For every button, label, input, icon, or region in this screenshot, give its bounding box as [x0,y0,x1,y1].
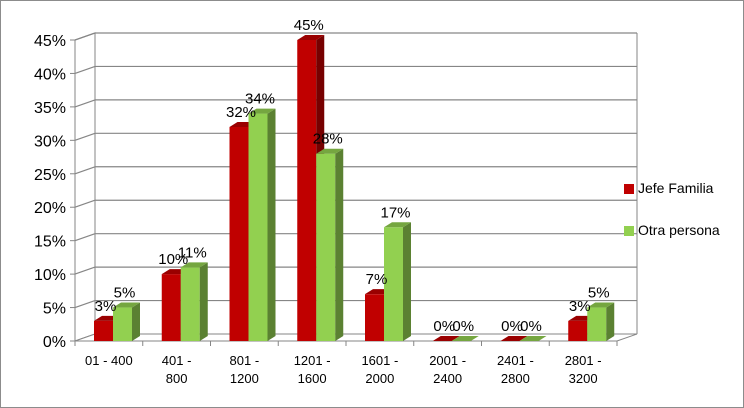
bar-front [248,113,268,341]
side-wall [74,32,96,342]
bar-top [519,336,547,341]
bar-top [500,336,528,341]
bars [94,35,615,341]
chart-walls [74,32,638,342]
bar-top [316,148,344,154]
legend-swatch [624,184,634,194]
bar [587,302,615,341]
legend-label: Otra persona [638,222,720,238]
bar-top [451,336,479,341]
y-tick-label: 10% [34,267,66,284]
bar-top [297,35,325,40]
data-label: 10% [158,251,188,268]
data-label: 3% [95,298,117,315]
legend-swatch [624,226,634,236]
x-tick-label: 2801 -3200 [565,353,602,386]
bar [384,222,411,341]
data-label: 34% [245,91,275,108]
y-tick-label: 25% [34,167,66,184]
data-label: 5% [588,285,610,302]
gridline-side [74,233,96,242]
x-tick-label: 1201 -1600 [294,353,331,386]
bar [451,336,479,341]
floor [74,333,638,342]
gridline-side [74,99,96,108]
x-tick-label: 01 - 400 [85,353,133,368]
bar-front [161,274,181,341]
gridline-side [74,166,96,175]
data-labels: 3%5%10%11%32%34%45%28%7%17%0%0% 0%0%3%5% [95,17,610,335]
bar-front [587,307,607,341]
bar-front [94,320,113,341]
x-tick-label: 401 -800 [162,353,192,386]
y-tick-label: 15% [34,234,66,251]
gridline-side [74,299,96,309]
bar [519,336,547,341]
gridline-side [74,32,96,41]
data-label: 7% [366,271,388,288]
y-tick-label: 45% [34,33,66,50]
bar-front [229,126,249,341]
data-label: 0% [433,318,455,335]
bar-side [606,302,615,341]
legend-label: Jefe Familia [638,180,714,196]
data-label: 45% [294,17,324,34]
legend: Jefe Familia Otra persona [624,180,720,238]
data-label: 17% [380,204,410,221]
y-tick-label: 35% [34,100,66,117]
gridlines [74,32,637,309]
x-tick-label: 1601 -2000 [361,353,398,386]
bar-top [248,108,276,114]
bar-front [297,40,317,341]
bar-front [316,153,336,341]
data-label: 0% [520,318,542,335]
bar [500,336,528,341]
bar-top [180,262,208,268]
y-axis: 0% 5% 10% 15% 20% 25% 30% 35% 40% 45% [34,33,76,351]
bar-front [365,294,384,341]
data-label: 5% [114,285,136,302]
x-tick-label: 801 -1200 [230,353,260,386]
bar-top [432,336,460,341]
data-label: 0% [501,318,523,335]
bar-side [199,262,208,341]
bar-side [132,302,140,341]
bar-front [180,267,200,341]
y-tick-label: 40% [34,66,66,83]
gridline-side [74,199,96,208]
y-tick-label: 5% [43,301,66,318]
data-label: 11% [178,244,207,261]
data-label: 0% [452,318,474,335]
x-tick-label: 2001 -2400 [429,353,466,386]
bar-front [568,320,588,341]
x-axis: 01 - 400 401 -800 801 -1200 1201 -1600 1601 … [74,340,618,386]
y-tick-label: 20% [34,200,66,217]
bar [113,302,140,341]
bar [316,148,344,341]
data-label: 28% [313,131,343,148]
bar-side [403,222,411,341]
bar [432,336,460,341]
gridline-side [74,266,96,275]
y-tick-label: 30% [34,133,66,150]
gridline-side [74,132,96,141]
bar-side [267,108,276,341]
bar-front [113,307,132,341]
bar [180,262,208,341]
bar [248,108,276,341]
bar-side [335,148,344,341]
x-tick-label: 2401 -2800 [497,353,534,386]
bar-top [384,222,411,228]
bar-front [384,227,403,341]
bar-top [587,302,615,308]
data-label: 3% [569,298,591,315]
y-tick-label: 0% [43,334,66,351]
bar-top [113,302,140,308]
gridline-side [74,65,96,75]
data-label: 32% [226,104,256,121]
